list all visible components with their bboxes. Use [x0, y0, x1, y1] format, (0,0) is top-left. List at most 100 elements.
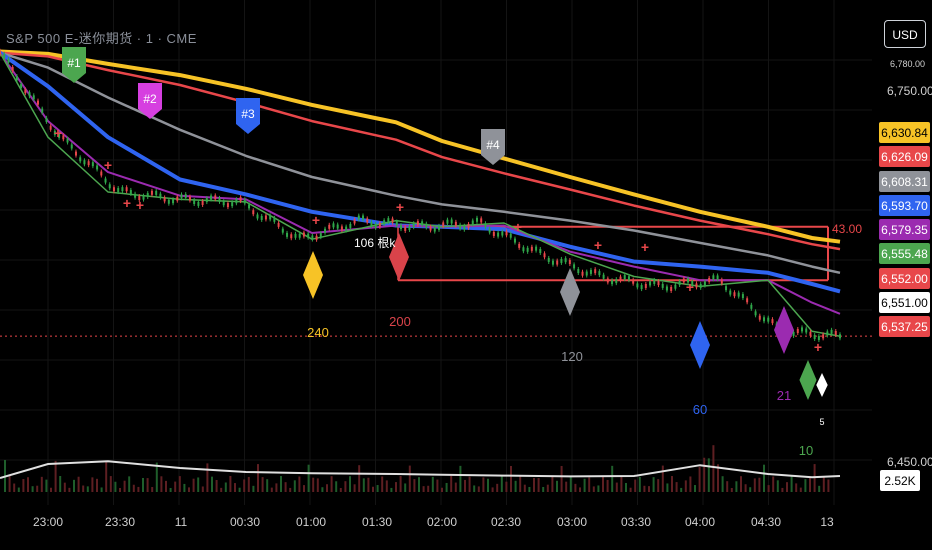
flag-marker-4[interactable] [481, 129, 505, 165]
volume-bar [772, 476, 775, 492]
volume-bar [786, 482, 788, 492]
candle-body [205, 198, 208, 203]
candle-body [598, 271, 601, 276]
candle-body [121, 187, 124, 192]
currency-button[interactable]: USD [884, 20, 926, 48]
diamond-label: 240 [307, 325, 329, 340]
diamond-marker[interactable] [560, 268, 580, 316]
ma-line-1 [0, 51, 841, 251]
volume-bar [40, 476, 43, 492]
candle-body [568, 260, 571, 265]
volume-bar [220, 487, 223, 492]
candle-body [573, 264, 576, 269]
volume-bar [707, 458, 710, 492]
candle-body [41, 108, 44, 113]
volume-bar [215, 480, 218, 492]
candle-body [551, 260, 554, 265]
price-badge [879, 292, 930, 313]
volume-bar [372, 486, 374, 492]
volume-bar [551, 476, 554, 492]
flag-marker-3[interactable] [236, 98, 260, 134]
candle-body [606, 278, 609, 283]
candle-body [459, 224, 462, 229]
diamond-marker[interactable] [389, 233, 409, 281]
candle-body [408, 225, 411, 230]
candle-body [543, 253, 546, 258]
time-tick: 04:30 [751, 515, 781, 529]
candle-body [172, 199, 175, 204]
candle-body [290, 234, 293, 239]
volume-bar [408, 465, 411, 492]
candle-body [231, 202, 234, 207]
volume-bar [666, 483, 669, 492]
volume-bar [298, 476, 301, 492]
volume-bar [63, 482, 66, 492]
candle-body [74, 151, 77, 156]
diamond-marker[interactable] [799, 360, 817, 400]
chart-title: S&P 500 E-迷你期货 · 1 · CME [6, 31, 197, 46]
candle-body [188, 196, 191, 201]
volume-bar [675, 482, 678, 492]
diamond-marker[interactable] [690, 321, 710, 369]
candle-body [340, 226, 343, 231]
volume-bar [146, 478, 149, 492]
candle-body [792, 331, 795, 336]
volume-bar [151, 487, 154, 492]
candle-body [509, 233, 512, 238]
flag-marker-2[interactable] [138, 83, 162, 119]
volume-bar [579, 487, 581, 492]
candle-body [767, 317, 770, 322]
candle-body [729, 290, 732, 295]
candle-body [695, 283, 698, 288]
candle-body [138, 196, 141, 201]
volume-bar [822, 476, 825, 492]
volume-bar [201, 486, 204, 492]
candle-body [184, 194, 187, 199]
candle-body [513, 238, 516, 243]
volume-bar [326, 484, 328, 492]
volume-bar [804, 479, 807, 492]
candle-body [501, 231, 504, 236]
candle-body [277, 222, 280, 227]
volume-bar [592, 486, 595, 492]
price-badge-label: 6,626.09 [881, 150, 928, 164]
candle-body [640, 285, 643, 290]
flag-marker-1[interactable] [62, 47, 86, 83]
candle-body [239, 197, 242, 202]
candle-body [180, 194, 183, 199]
candle-body [20, 84, 23, 89]
signal-cross: + [814, 339, 822, 355]
volume-bar [114, 481, 117, 492]
volume-bar [537, 478, 540, 492]
candle-body [530, 246, 533, 251]
signal-cross: + [312, 212, 320, 228]
candle-body [480, 218, 483, 223]
volume-bar [652, 477, 655, 492]
candle-body [653, 279, 656, 284]
candle-body [349, 223, 352, 228]
volume-bar [252, 485, 255, 492]
volume-bar [588, 477, 591, 492]
volume-bar [717, 464, 719, 492]
diamond-marker[interactable] [774, 306, 794, 354]
price-tick-6450: 6,450.00 [887, 455, 932, 469]
flag-label: #1 [67, 56, 81, 70]
candle-body [62, 135, 65, 140]
candle-body [11, 66, 14, 71]
volume-bar [680, 487, 683, 492]
candle-body [636, 283, 639, 288]
diamond-marker[interactable] [816, 373, 828, 397]
volume-bar [740, 476, 742, 492]
volume-bar [500, 476, 503, 492]
diamond-marker[interactable] [303, 251, 323, 299]
volume-bar [459, 465, 462, 492]
candle-body [632, 279, 635, 284]
candle-body [117, 188, 120, 193]
volume-bar [427, 485, 430, 492]
candle-body [467, 223, 470, 228]
candle-body [442, 222, 445, 227]
candle-body [252, 210, 255, 215]
candle-body [615, 279, 618, 284]
candle-body [687, 278, 690, 283]
